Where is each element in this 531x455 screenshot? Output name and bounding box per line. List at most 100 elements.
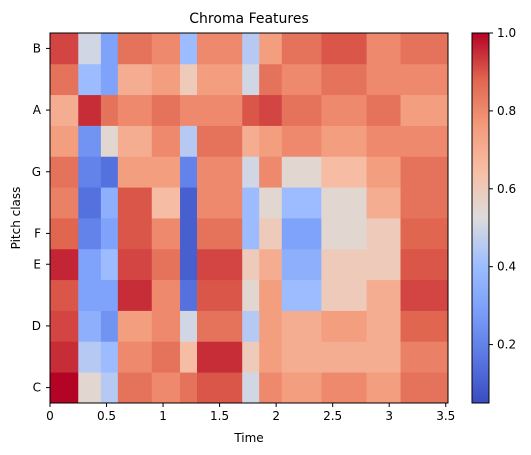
plot-frame bbox=[49, 32, 449, 404]
heatmap-cell bbox=[366, 218, 401, 250]
heatmap-cell bbox=[100, 248, 119, 281]
heatmap-cell bbox=[196, 248, 243, 281]
y-tick-label: G bbox=[32, 165, 41, 179]
heatmap-cell bbox=[50, 310, 79, 342]
heatmap-cell bbox=[50, 94, 79, 126]
heatmap-cell bbox=[151, 372, 181, 404]
heatmap-cell bbox=[242, 310, 260, 342]
heatmap-cell bbox=[100, 341, 119, 373]
heatmap-cell bbox=[366, 187, 401, 219]
heatmap-cell bbox=[366, 248, 401, 281]
heatmap-cell bbox=[321, 248, 367, 281]
heatmap-cell bbox=[78, 156, 102, 188]
x-tick-label: 2.5 bbox=[323, 409, 342, 423]
heatmap-cell bbox=[180, 248, 198, 281]
heatmap-cell bbox=[151, 187, 181, 219]
heatmap-cell bbox=[366, 341, 401, 373]
heatmap-cell bbox=[151, 156, 181, 188]
heatmap-cell bbox=[400, 218, 449, 250]
heatmap-cell bbox=[259, 33, 283, 65]
heatmap-cell bbox=[242, 125, 260, 157]
heatmap-cell bbox=[180, 279, 198, 311]
heatmap-cell bbox=[281, 33, 322, 65]
heatmap-cell bbox=[400, 33, 449, 65]
heatmap-cell bbox=[242, 279, 260, 311]
heatmap-cell bbox=[151, 279, 181, 311]
x-axis-label: Time bbox=[233, 431, 263, 445]
heatmap-cell bbox=[400, 187, 449, 219]
heatmap-cell bbox=[151, 33, 181, 65]
heatmap-cell bbox=[259, 63, 283, 96]
heatmap-cell bbox=[50, 372, 79, 404]
heatmap-cell bbox=[321, 125, 367, 157]
heatmap-cell bbox=[259, 248, 283, 281]
heatmap-cell bbox=[100, 310, 119, 342]
heatmap-cell bbox=[196, 218, 243, 250]
heatmap-cell bbox=[321, 218, 367, 250]
colorbar-tick-label: 0.8 bbox=[497, 104, 516, 118]
heatmap-cell bbox=[400, 94, 449, 126]
heatmap-cell bbox=[180, 125, 198, 157]
heatmap-cell bbox=[400, 63, 449, 96]
heatmap-cell bbox=[366, 310, 401, 342]
heatmap-cell bbox=[117, 279, 153, 311]
heatmap-cell bbox=[242, 156, 260, 188]
heatmap-cell bbox=[50, 279, 79, 311]
colorbar bbox=[471, 32, 490, 404]
y-tick-label: D bbox=[32, 319, 41, 333]
heatmap-cell bbox=[281, 187, 322, 219]
heatmap-cell bbox=[321, 63, 367, 96]
heatmap-cell bbox=[100, 372, 119, 404]
heatmap-cell bbox=[321, 33, 367, 65]
x-tick-label: 1.5 bbox=[210, 409, 229, 423]
heatmap-cell bbox=[100, 187, 119, 219]
heatmap-cell bbox=[321, 372, 367, 404]
heatmap-cell bbox=[259, 156, 283, 188]
heatmap-cell bbox=[259, 341, 283, 373]
heatmap-cell bbox=[117, 125, 153, 157]
heatmap-cell bbox=[196, 187, 243, 219]
heatmap-cell bbox=[151, 125, 181, 157]
heatmap-cell bbox=[151, 63, 181, 96]
heatmap-cell bbox=[100, 156, 119, 188]
heatmap-cell bbox=[180, 341, 198, 373]
heatmap-cell bbox=[50, 125, 79, 157]
heatmap-cell bbox=[321, 341, 367, 373]
heatmap-cell bbox=[400, 156, 449, 188]
heatmap-cell bbox=[117, 156, 153, 188]
heatmap-cell bbox=[196, 125, 243, 157]
heatmap-cell bbox=[151, 248, 181, 281]
heatmap-cell bbox=[151, 94, 181, 126]
heatmap-cell bbox=[100, 63, 119, 96]
heatmap-cell bbox=[366, 156, 401, 188]
heatmap-cell bbox=[50, 156, 79, 188]
heatmap-cell bbox=[50, 341, 79, 373]
heatmap-cell bbox=[117, 248, 153, 281]
heatmap-cell bbox=[259, 187, 283, 219]
heatmap-cell bbox=[78, 372, 102, 404]
heatmap-cell bbox=[100, 125, 119, 157]
heatmap-cell bbox=[78, 279, 102, 311]
heatmap-cell bbox=[180, 94, 198, 126]
chart-title: Chroma Features bbox=[189, 11, 309, 27]
heatmap-cell bbox=[281, 63, 322, 96]
colorbar-tick-label: 0.2 bbox=[497, 338, 516, 352]
heatmap-cell bbox=[321, 310, 367, 342]
heatmap-cell bbox=[259, 372, 283, 404]
heatmap-cell bbox=[366, 94, 401, 126]
heatmap-cell bbox=[50, 63, 79, 96]
heatmap-cell bbox=[117, 310, 153, 342]
heatmap-cell bbox=[78, 341, 102, 373]
heatmap-cell bbox=[281, 94, 322, 126]
heatmap-cell bbox=[281, 218, 322, 250]
heatmap-cell bbox=[78, 33, 102, 65]
heatmap-cell bbox=[196, 156, 243, 188]
heatmap-cell bbox=[400, 279, 449, 311]
heatmap-cell bbox=[400, 125, 449, 157]
heatmap-cell bbox=[281, 372, 322, 404]
heatmap-cell bbox=[117, 63, 153, 96]
heatmap-cell bbox=[196, 63, 243, 96]
y-tick-label: A bbox=[33, 103, 42, 117]
heatmap-cell bbox=[117, 218, 153, 250]
